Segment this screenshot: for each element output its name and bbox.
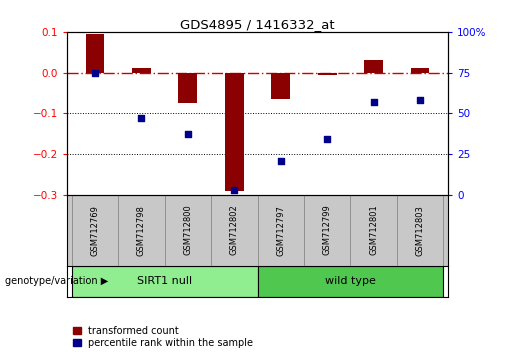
Title: GDS4895 / 1416332_at: GDS4895 / 1416332_at xyxy=(180,18,335,31)
Bar xyxy=(258,266,443,297)
Text: GSM712803: GSM712803 xyxy=(416,205,425,256)
Legend: transformed count, percentile rank within the sample: transformed count, percentile rank withi… xyxy=(72,325,254,349)
Point xyxy=(370,99,378,105)
Point xyxy=(416,97,424,103)
Text: GSM712801: GSM712801 xyxy=(369,205,378,256)
Bar xyxy=(132,68,150,73)
Bar xyxy=(271,73,290,99)
Text: GSM712797: GSM712797 xyxy=(276,205,285,256)
Text: wild type: wild type xyxy=(325,276,376,286)
Point xyxy=(184,132,192,137)
Point xyxy=(323,137,331,142)
Bar xyxy=(179,73,197,103)
Text: genotype/variation ▶: genotype/variation ▶ xyxy=(5,276,108,286)
Text: GSM712799: GSM712799 xyxy=(323,205,332,256)
Point xyxy=(91,70,99,75)
Bar xyxy=(85,34,104,73)
Bar xyxy=(411,68,430,73)
Bar xyxy=(72,266,258,297)
Text: SIRT1 null: SIRT1 null xyxy=(137,276,192,286)
Text: GSM712800: GSM712800 xyxy=(183,205,192,256)
Text: GSM712802: GSM712802 xyxy=(230,205,239,256)
Point xyxy=(230,187,238,193)
Point xyxy=(277,158,285,163)
Point xyxy=(137,115,145,121)
Text: GSM712798: GSM712798 xyxy=(137,205,146,256)
Bar xyxy=(225,73,244,190)
Bar xyxy=(365,60,383,73)
Text: GSM712769: GSM712769 xyxy=(90,205,99,256)
Bar xyxy=(318,73,336,75)
